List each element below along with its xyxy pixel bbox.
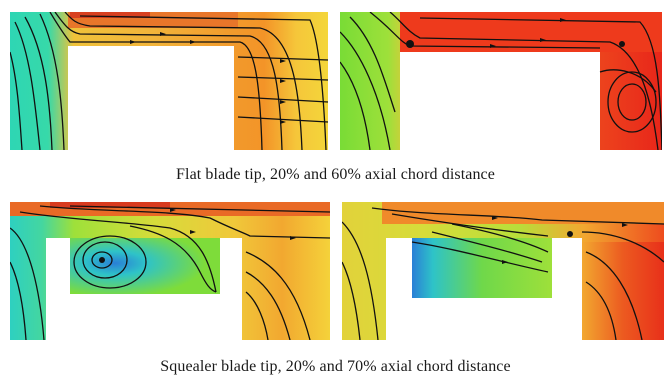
caption-squealer-blade-tip: Squealer blade tip, 20% and 70% axial ch… — [160, 358, 511, 375]
contour-panel-squealer-70 — [342, 202, 664, 340]
caption-flat-blade-tip: Flat blade tip, 20% and 60% axial chord … — [176, 166, 495, 183]
contour-panel-squealer-20 — [10, 202, 330, 340]
contour-panel-flat-60 — [340, 12, 662, 150]
contour-panel-flat-20 — [10, 12, 328, 150]
